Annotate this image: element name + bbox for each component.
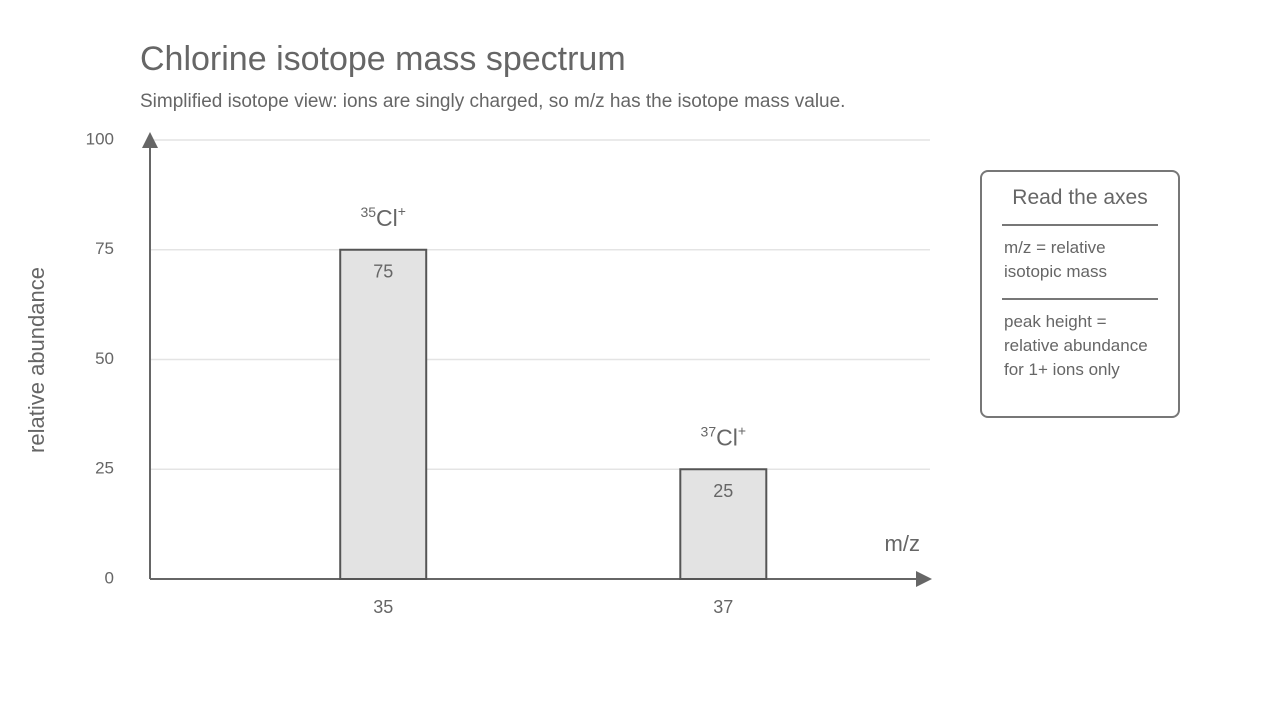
data-label: 25 <box>713 481 733 501</box>
y-axis-arrow <box>142 132 158 148</box>
y-tick-label: 50 <box>95 349 114 368</box>
x-axis-label: m/z <box>885 531 920 556</box>
y-tick-label: 100 <box>86 129 114 148</box>
chart-title: Chlorine isotope mass spectrum <box>140 40 626 78</box>
peak-mass: 35 <box>360 203 376 219</box>
y-tick-label: 0 <box>105 568 114 587</box>
bar <box>679 468 768 580</box>
x-tick-label: 35 <box>373 597 393 617</box>
note-title: Read the axes <box>1012 186 1148 209</box>
y-tick-label: 25 <box>95 459 114 478</box>
y-tick-label: 75 <box>95 239 114 258</box>
y-axis-label: relative abundance <box>24 267 49 453</box>
peak-element: Cl <box>376 205 398 231</box>
data-label: 75 <box>373 262 393 282</box>
chart-subtitle: Simplified isotope view: ions are singly… <box>140 91 845 112</box>
x-tick-label: 37 <box>713 597 733 617</box>
peak-label: 35Cl+ <box>360 202 406 230</box>
bar <box>339 248 428 580</box>
peak-mass: 37 <box>701 423 717 439</box>
peak-element: Cl <box>716 424 738 450</box>
note-item: peak height = relative abundance for 1+ … <box>1002 298 1158 396</box>
note-box: Read the axes m/z = relative isotopic ma… <box>980 170 1180 418</box>
peak-charge: + <box>738 422 746 438</box>
note-item: m/z = relative isotopic mass <box>1002 224 1158 298</box>
x-axis-arrow <box>916 571 932 587</box>
peak-charge: + <box>398 202 406 218</box>
peak-label: 37Cl+ <box>701 422 747 450</box>
